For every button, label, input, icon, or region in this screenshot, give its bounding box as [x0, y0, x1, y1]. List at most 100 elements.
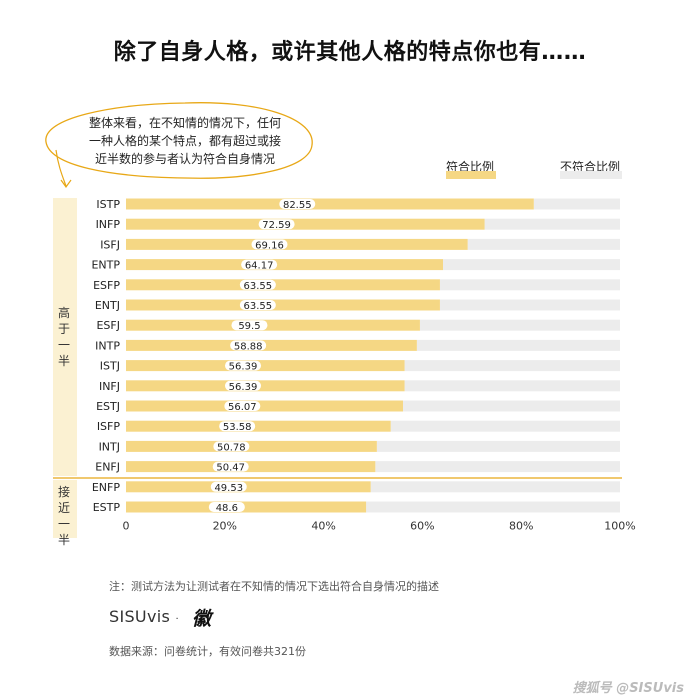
legend-match-swatch [446, 171, 496, 179]
value-label: 58.88 [234, 341, 263, 352]
legend-no-match-swatch [560, 171, 622, 179]
bar-no-match [416, 339, 620, 351]
category-label: INTP [95, 339, 120, 352]
value-label: 56.07 [228, 402, 257, 413]
watermark: 搜狐号 @SISUvis [572, 681, 684, 696]
category-label: ISFJ [100, 238, 120, 251]
value-label-bg [239, 300, 276, 310]
bar-match [126, 299, 440, 311]
value-label: 50.78 [217, 442, 246, 453]
value-label: 64.17 [245, 261, 274, 272]
brand-name: SISUvis [109, 607, 171, 626]
value-label-bg [224, 360, 261, 371]
category-label: ENFP [92, 481, 121, 494]
bar-no-match [366, 501, 620, 513]
category-label: ESTJ [96, 400, 120, 413]
value-label: 56.39 [229, 382, 258, 393]
value-label-bg [213, 441, 250, 452]
value-label-bg [231, 320, 268, 331]
x-tick-label: 100% [604, 520, 635, 533]
bar-no-match [402, 400, 620, 412]
legend-match-label: 符合比例 [446, 160, 495, 174]
value-label-bg [230, 340, 267, 351]
bar-match [126, 319, 420, 331]
x-tick-label: 80% [509, 520, 533, 533]
callout-line: 近半数的参与者认为符合自身情况 [94, 152, 275, 166]
brand-mark: 徽 [192, 608, 212, 630]
bar-no-match [419, 319, 620, 331]
category-label: ESFJ [96, 319, 120, 332]
bar-match [126, 420, 391, 432]
bar-no-match [439, 299, 620, 311]
callout-bubble [45, 102, 313, 179]
value-label-bg [224, 401, 261, 411]
bar-match [126, 259, 443, 271]
bar-match [126, 380, 405, 392]
value-label: 53.58 [223, 422, 252, 433]
value-label: 50.47 [216, 463, 245, 474]
group-band-high [53, 198, 77, 476]
bar-match [126, 461, 376, 473]
bar-no-match [375, 461, 620, 473]
value-label-bg [224, 380, 261, 391]
legend-no-match-label: 不符合比例 [560, 160, 621, 174]
footnote: 注：测试方法为让测试者在不知情的情况下选出符合自身情况的描述 [109, 580, 439, 593]
page-title: 除了自身人格，或许其他人格的特点你也有…… [113, 40, 587, 65]
category-label: ENTP [91, 259, 120, 272]
value-label-bg [212, 461, 249, 472]
x-tick-label: 0 [123, 520, 130, 533]
category-label: ISFP [97, 420, 121, 433]
bar-match [126, 218, 485, 230]
value-label: 63.55 [244, 281, 273, 292]
bar-no-match [439, 279, 620, 291]
bar-no-match [533, 198, 620, 210]
category-label: INFJ [99, 380, 120, 393]
callout-text: 整体来看，在不知情的情况下，任何 一种人格的某个特点，都有超过或接 近半数的参与… [66, 114, 304, 168]
group-label-high: 高于一半 [57, 306, 70, 368]
bar-no-match [404, 360, 620, 372]
data-source: 数据来源：问卷统计，有效问卷共321份 [109, 645, 306, 658]
bar-match [126, 360, 405, 372]
value-label-bg [279, 199, 316, 209]
value-label-bg [251, 239, 288, 250]
category-label: ESFP [93, 279, 120, 292]
bar-match [126, 440, 377, 452]
brand-logo: SISUvis · [109, 607, 179, 626]
category-label: ENFJ [95, 461, 120, 474]
bar-no-match [404, 380, 620, 392]
value-label: 69.16 [255, 240, 284, 251]
category-label: ISTP [96, 198, 120, 211]
value-label: 59.5 [238, 321, 260, 332]
bar-no-match [370, 481, 620, 493]
x-tick-label: 60% [410, 520, 434, 533]
bar-match [126, 481, 371, 493]
value-label-bg [258, 219, 295, 230]
category-label: INFP [96, 218, 121, 231]
group-label-near: 接近一半 [57, 485, 70, 547]
bar-match [126, 238, 468, 250]
value-label-bg [239, 279, 276, 290]
x-tick-label: 20% [213, 520, 237, 533]
bar-match [126, 400, 403, 412]
callout-arrow [55, 149, 72, 189]
x-tick-label: 40% [311, 520, 335, 533]
bar-no-match [390, 420, 620, 432]
brand-separator: · [175, 614, 179, 625]
value-label-bg [241, 259, 278, 270]
category-label: INTJ [99, 440, 120, 453]
category-label: ENTJ [95, 299, 120, 312]
callout-line: 整体来看，在不知情的情况下，任何 [88, 116, 281, 130]
bar-no-match [484, 218, 620, 230]
callout-line: 一种人格的某个特点，都有超过或接 [88, 134, 281, 148]
bar-match [126, 339, 417, 351]
bar-match [126, 501, 367, 513]
value-label: 72.59 [262, 220, 291, 231]
bar-match [126, 279, 440, 291]
value-label: 56.39 [229, 362, 258, 373]
bar-no-match [467, 238, 620, 250]
group-band-near [53, 480, 77, 538]
bar-no-match [376, 440, 620, 452]
value-label-bg [219, 421, 256, 432]
value-label: 63.55 [244, 301, 273, 312]
